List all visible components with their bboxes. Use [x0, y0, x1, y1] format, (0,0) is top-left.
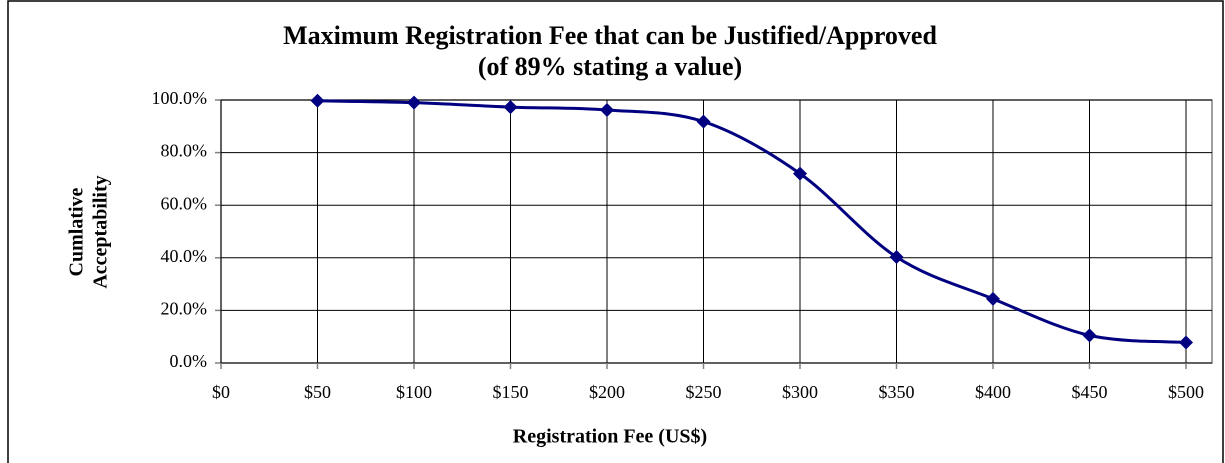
data-point [1179, 335, 1193, 350]
data-point [889, 250, 904, 265]
data-point [1082, 328, 1097, 343]
data-point [310, 93, 325, 108]
chart-frame [7, 0, 1224, 463]
x-tick-label: $400 [975, 382, 1011, 402]
x-tick-label: $200 [589, 382, 625, 402]
y-tick-label: 60.0% [161, 193, 208, 213]
data-point [407, 95, 421, 110]
x-tick-label: $450 [1072, 382, 1108, 402]
data-point [793, 166, 807, 181]
y-tick-label: 0.0% [170, 351, 208, 371]
x-tick-label: $350 [879, 382, 915, 402]
plot-area [220, 99, 1213, 364]
y-tick-label: 20.0% [161, 299, 208, 319]
x-tick-label: $150 [493, 382, 529, 402]
y-axis-label: Cumlative Acceptability [66, 175, 112, 288]
chart-title: Maximum Registration Fee that can be Jus… [283, 21, 937, 50]
data-point [986, 291, 1000, 306]
data-point [600, 102, 614, 117]
y-tick-label: 80.0% [161, 141, 208, 161]
data-point [503, 100, 518, 115]
y-axis-label-line: Acceptability [90, 175, 112, 288]
x-tick-label: $100 [396, 382, 432, 402]
y-tick-label: 40.0% [161, 246, 208, 266]
x-tick-label: $0 [212, 382, 230, 402]
x-tick-label: $300 [782, 382, 818, 402]
x-tick-label: $250 [686, 382, 722, 402]
y-tick-label: 100.0% [152, 88, 208, 108]
x-tick-label: $500 [1168, 382, 1204, 402]
chart-subtitle: (of 89% stating a value) [478, 52, 742, 81]
data-line [317, 99, 1187, 344]
x-axis-label: Registration Fee (US$) [513, 426, 707, 448]
x-tick-label: $50 [304, 382, 331, 402]
data-point [696, 114, 711, 129]
y-axis-label-line: Cumlative [66, 187, 88, 276]
